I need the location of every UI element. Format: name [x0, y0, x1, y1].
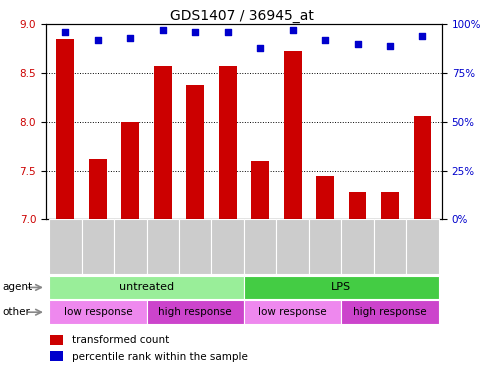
- Text: untreated: untreated: [119, 282, 174, 292]
- Point: [354, 41, 361, 47]
- Text: LPS: LPS: [331, 282, 351, 292]
- Bar: [316, 176, 334, 219]
- Point: [191, 29, 199, 35]
- Text: other: other: [2, 307, 30, 317]
- Bar: [186, 85, 204, 219]
- Bar: [341, 219, 374, 274]
- Bar: [121, 122, 139, 219]
- Point: [224, 29, 231, 35]
- Bar: [381, 192, 399, 219]
- Point: [289, 27, 297, 33]
- Bar: [179, 219, 212, 274]
- Bar: [82, 219, 114, 274]
- Bar: [89, 159, 107, 219]
- Bar: [146, 300, 244, 324]
- Bar: [349, 192, 367, 219]
- Text: low response: low response: [64, 307, 132, 317]
- Bar: [219, 66, 237, 219]
- Bar: [406, 219, 439, 274]
- Bar: [276, 219, 309, 274]
- Bar: [114, 219, 146, 274]
- Bar: [309, 219, 341, 274]
- Point: [256, 45, 264, 51]
- Text: low response: low response: [258, 307, 327, 317]
- Bar: [57, 39, 74, 219]
- Bar: [244, 276, 439, 299]
- Bar: [374, 219, 406, 274]
- Bar: [244, 219, 276, 274]
- Bar: [284, 51, 301, 219]
- Point: [159, 27, 167, 33]
- Bar: [341, 300, 439, 324]
- Point: [321, 37, 329, 43]
- Point: [61, 29, 69, 35]
- Text: GDS1407 / 36945_at: GDS1407 / 36945_at: [170, 9, 313, 23]
- Bar: [251, 161, 269, 219]
- Point: [386, 43, 394, 49]
- Text: agent: agent: [2, 282, 32, 292]
- Bar: [413, 116, 431, 219]
- Bar: [49, 300, 146, 324]
- Bar: [50, 335, 62, 345]
- Bar: [154, 66, 171, 219]
- Bar: [50, 351, 62, 361]
- Bar: [244, 300, 341, 324]
- Point: [419, 33, 426, 39]
- Text: percentile rank within the sample: percentile rank within the sample: [71, 352, 247, 362]
- Point: [127, 35, 134, 41]
- Text: transformed count: transformed count: [71, 335, 169, 345]
- Bar: [49, 276, 244, 299]
- Text: high response: high response: [158, 307, 232, 317]
- Point: [94, 37, 102, 43]
- Bar: [49, 219, 82, 274]
- Text: high response: high response: [353, 307, 427, 317]
- Bar: [212, 219, 244, 274]
- Bar: [146, 219, 179, 274]
